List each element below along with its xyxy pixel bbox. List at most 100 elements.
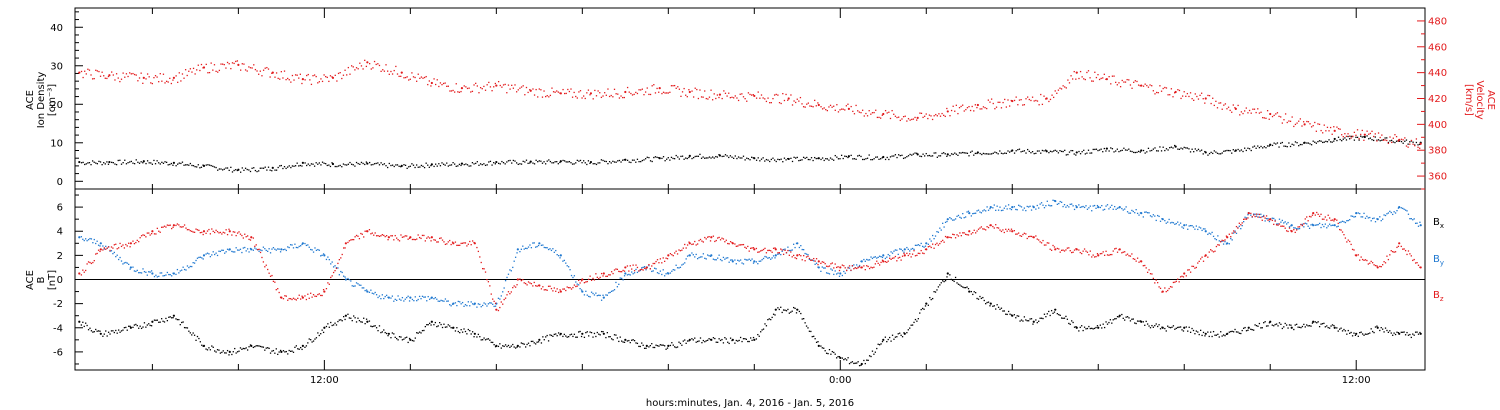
data-dot	[238, 350, 240, 352]
data-dot	[1102, 209, 1104, 211]
data-dot	[1049, 205, 1051, 207]
data-dot	[917, 318, 919, 320]
data-dot	[881, 157, 883, 159]
data-dot	[965, 108, 967, 111]
data-dot	[336, 80, 338, 82]
data-dot	[488, 161, 490, 163]
data-dot	[1394, 212, 1397, 214]
data-dot	[375, 294, 378, 296]
data-dot	[166, 271, 169, 274]
data-dot	[1079, 251, 1081, 254]
data-point	[624, 266, 627, 269]
data-dot	[792, 306, 795, 309]
data-dot	[924, 245, 927, 247]
data-dot	[138, 272, 140, 274]
data-dot	[1065, 87, 1067, 89]
data-point	[753, 94, 756, 98]
data-dot	[1253, 145, 1256, 147]
data-dot	[705, 97, 707, 100]
data-dot	[1177, 278, 1179, 280]
data-dot	[1002, 101, 1004, 104]
data-dot	[208, 347, 210, 349]
data-dot	[1116, 148, 1118, 150]
data-dot	[1407, 334, 1410, 336]
data-dot	[119, 242, 121, 245]
data-dot	[1177, 221, 1179, 223]
data-dot	[1010, 208, 1013, 211]
data-dot	[452, 89, 454, 92]
data-dot	[726, 155, 728, 157]
data-point	[968, 290, 971, 293]
data-dot	[903, 251, 905, 253]
data-dot	[1379, 140, 1381, 142]
data-dot	[381, 234, 383, 236]
data-dot	[155, 319, 157, 321]
data-dot	[198, 337, 200, 340]
data-dot	[916, 244, 918, 247]
data-dot	[870, 266, 872, 268]
data-dot	[853, 268, 855, 270]
data-dot	[1136, 257, 1139, 259]
data-dot	[1062, 205, 1064, 208]
data-dot	[1103, 147, 1105, 150]
data-dot	[80, 236, 83, 238]
data-dot	[1390, 250, 1392, 252]
data-point	[1355, 254, 1358, 257]
data-dot	[1393, 211, 1395, 213]
data-dot	[1237, 104, 1239, 107]
data-dot	[1095, 207, 1097, 209]
data-dot	[652, 270, 654, 272]
data-dot	[809, 105, 811, 107]
data-dot	[911, 247, 914, 250]
data-dot	[277, 288, 279, 290]
data-dot	[368, 320, 371, 322]
data-dot	[282, 350, 285, 352]
data-dot	[246, 248, 249, 250]
data-dot	[522, 85, 524, 87]
data-dot	[1341, 140, 1343, 142]
data-point	[1355, 212, 1358, 215]
data-dot	[923, 252, 925, 255]
data-dot	[559, 257, 561, 259]
data-dot	[616, 337, 619, 339]
data-dot	[1028, 98, 1030, 101]
data-dot	[466, 87, 469, 90]
data-dot	[607, 163, 609, 165]
data-dot	[93, 77, 95, 80]
data-dot	[440, 237, 442, 239]
data-dot	[321, 80, 324, 83]
data-dot	[1069, 323, 1071, 325]
data-point	[99, 242, 102, 245]
data-dot	[251, 67, 253, 69]
data-point	[1140, 149, 1143, 152]
data-dot	[1353, 139, 1356, 141]
data-dot	[877, 343, 879, 345]
data-dot	[440, 323, 442, 326]
data-dot	[891, 109, 893, 112]
data-dot	[1162, 146, 1164, 148]
data-point	[1363, 133, 1366, 136]
data-dot	[330, 263, 332, 265]
data-dot	[1015, 317, 1017, 319]
data-dot	[696, 155, 698, 157]
data-dot	[506, 294, 508, 296]
data-dot	[955, 104, 957, 106]
data-dot	[898, 154, 900, 156]
data-dot	[733, 157, 735, 159]
data-dot	[251, 167, 253, 169]
data-dot	[441, 300, 444, 302]
data-dot	[307, 163, 309, 165]
data-dot	[684, 243, 686, 246]
data-dot	[268, 347, 270, 350]
data-dot	[1404, 249, 1407, 252]
data-dot	[483, 163, 485, 165]
data-dot	[1412, 333, 1414, 335]
data-dot	[355, 161, 358, 164]
data-dot	[1331, 141, 1333, 143]
data-dot	[488, 81, 490, 84]
data-dot	[1239, 114, 1241, 116]
data-dot	[1343, 221, 1345, 223]
data-dot	[1248, 109, 1251, 112]
data-dot	[192, 165, 195, 167]
data-dot	[664, 345, 666, 347]
